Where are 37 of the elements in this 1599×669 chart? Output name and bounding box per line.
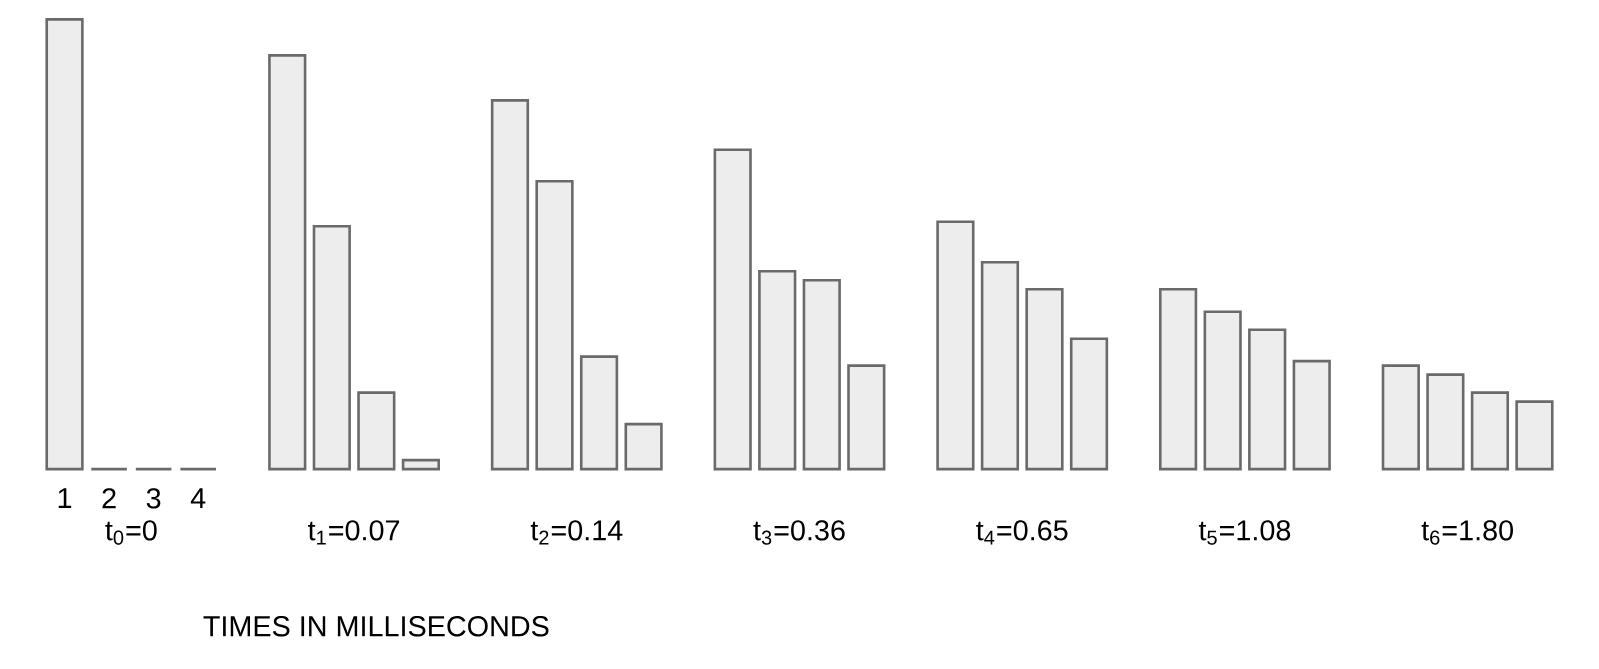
bar	[1159, 287, 1198, 471]
bar	[713, 148, 752, 471]
bar	[758, 269, 797, 471]
bar	[1292, 359, 1331, 471]
bar	[45, 18, 84, 471]
bar	[535, 179, 574, 471]
bar	[490, 99, 530, 471]
x-tick-label: t$_{6}$=1.80	[1421, 520, 1513, 545]
bar	[401, 458, 441, 471]
x-tick-label: t$_{0}$=0	[105, 520, 157, 545]
series-label: 4	[190, 488, 206, 508]
series-label: 3	[146, 488, 161, 509]
bar	[1025, 287, 1064, 471]
bar	[1426, 373, 1465, 471]
x-tick-label: t$_{2}$=0.14	[530, 520, 623, 545]
x-tick-label: t$_{4}$=0.65	[976, 520, 1068, 545]
bar	[1470, 391, 1510, 471]
bar	[579, 355, 619, 471]
x-tick-label: t$_{1}$=0.07	[308, 520, 400, 545]
bar	[936, 220, 975, 471]
bar	[312, 224, 351, 471]
x-tick-label: t$_{3}$=0.36	[753, 520, 845, 545]
bar	[1515, 400, 1554, 471]
series-label: 1	[58, 488, 72, 508]
x-tick-label: t$_{5}$=1.08	[1198, 520, 1291, 545]
bar	[980, 260, 1020, 471]
bar	[847, 364, 886, 471]
bar	[268, 54, 307, 471]
bar	[357, 391, 396, 471]
x-axis-title: TIMES IN MILLISECONDS	[203, 616, 549, 637]
bar	[624, 422, 663, 471]
bar	[1069, 337, 1109, 471]
series-label: 2	[102, 488, 116, 509]
bar	[802, 278, 841, 471]
bar	[1248, 328, 1287, 471]
bar	[1381, 364, 1420, 471]
bar	[1203, 310, 1242, 471]
